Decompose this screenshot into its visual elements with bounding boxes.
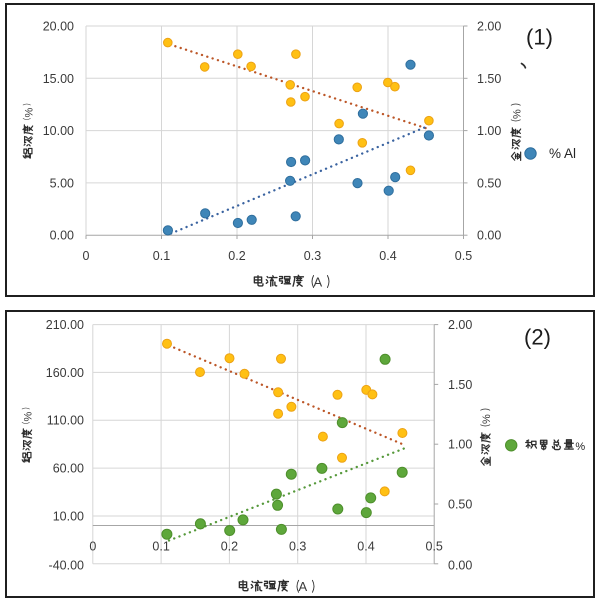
svg-text:%: % bbox=[23, 412, 35, 422]
svg-text:20.00: 20.00 bbox=[43, 20, 74, 34]
svg-text:0.2: 0.2 bbox=[228, 249, 245, 263]
svg-text:0.1: 0.1 bbox=[153, 249, 170, 263]
svg-text:% Al: % Al bbox=[549, 146, 576, 161]
svg-text:110.00: 110.00 bbox=[47, 414, 84, 428]
svg-text:0.3: 0.3 bbox=[289, 540, 306, 554]
svg-text:5.00: 5.00 bbox=[50, 176, 74, 190]
svg-text:0.5: 0.5 bbox=[455, 249, 472, 263]
svg-text:A: A bbox=[314, 274, 323, 289]
svg-text:2.00: 2.00 bbox=[477, 20, 501, 34]
svg-text:(2): (2) bbox=[524, 325, 551, 350]
svg-text:1.00: 1.00 bbox=[477, 124, 501, 138]
svg-text:-40.00: -40.00 bbox=[49, 558, 84, 572]
svg-text:0.1: 0.1 bbox=[152, 540, 169, 554]
svg-text:0: 0 bbox=[89, 540, 96, 554]
svg-text:0.00: 0.00 bbox=[448, 558, 472, 572]
svg-text:0.2: 0.2 bbox=[221, 540, 238, 554]
svg-text:0.50: 0.50 bbox=[448, 497, 472, 511]
svg-text:0.4: 0.4 bbox=[357, 540, 374, 554]
svg-text:%: % bbox=[481, 414, 493, 424]
svg-text:210.00: 210.00 bbox=[46, 318, 84, 332]
svg-text:1.00: 1.00 bbox=[448, 438, 472, 452]
svg-text:A: A bbox=[299, 579, 308, 594]
svg-text:10.00: 10.00 bbox=[43, 124, 74, 138]
svg-text:60.00: 60.00 bbox=[53, 462, 84, 476]
svg-text:%: % bbox=[24, 108, 36, 118]
svg-text:1.50: 1.50 bbox=[477, 72, 501, 86]
svg-text:%: % bbox=[575, 441, 585, 453]
svg-text:0: 0 bbox=[83, 249, 90, 263]
svg-text:15.00: 15.00 bbox=[43, 72, 74, 86]
svg-text:0.00: 0.00 bbox=[477, 229, 501, 243]
svg-text:(1): (1) bbox=[526, 25, 553, 50]
svg-text:0.50: 0.50 bbox=[477, 176, 501, 190]
svg-text:0.4: 0.4 bbox=[379, 249, 396, 263]
svg-text:0.3: 0.3 bbox=[304, 249, 321, 263]
svg-text:0.5: 0.5 bbox=[426, 540, 443, 554]
svg-text:10.00: 10.00 bbox=[53, 509, 84, 523]
svg-text:%: % bbox=[512, 109, 524, 119]
svg-text:1.50: 1.50 bbox=[448, 378, 472, 392]
svg-text:0.00: 0.00 bbox=[50, 229, 74, 243]
svg-text:2.00: 2.00 bbox=[448, 318, 472, 332]
svg-text:160.00: 160.00 bbox=[46, 366, 84, 380]
